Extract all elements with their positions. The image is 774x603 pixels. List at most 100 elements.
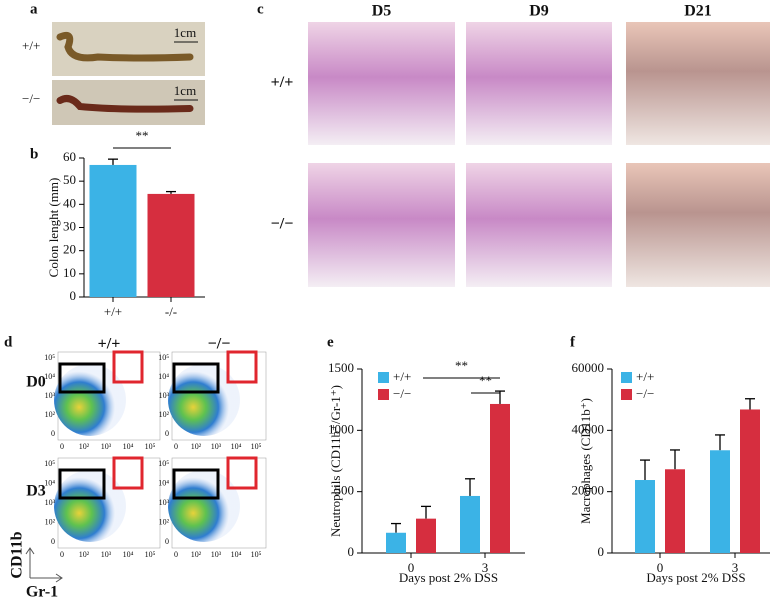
y-axis-title: Macrophages (CD11b⁺) (578, 398, 593, 524)
flow-x-tick: 10² (79, 550, 90, 559)
flow-y-tick: 10² (45, 517, 56, 526)
legend-swatch (378, 389, 389, 400)
y-axis-title: Colon lenght (mm) (46, 178, 61, 278)
legend-swatch (621, 372, 632, 383)
flow-y-tick: 0 (165, 537, 169, 546)
flow-x-tick: 10² (191, 550, 202, 559)
legend-swatch (621, 389, 632, 400)
x-tick-label: 3 (732, 560, 739, 575)
flow-y-tick: 10³ (159, 498, 170, 507)
legend-label: −/− (393, 386, 411, 401)
column-label: D5 (372, 3, 392, 20)
flow-y-tick: 10⁵ (158, 353, 169, 362)
flow-x-tick: 10⁴ (231, 550, 242, 559)
flow-x-tick: 10⁵ (251, 442, 262, 451)
legend-label: +/+ (393, 369, 411, 384)
bar (710, 450, 730, 553)
flow-y-tick: 0 (165, 429, 169, 438)
axis-label: CD11b (9, 531, 26, 578)
x-tick-label: -/- (165, 304, 177, 319)
flow-x-tick: 10² (79, 442, 90, 451)
panel-label: d (4, 334, 13, 350)
flow-x-tick: 10⁴ (231, 442, 242, 451)
gate-red (112, 350, 144, 384)
gate-black (58, 468, 106, 500)
scale-bar-label: 1cm (174, 25, 196, 40)
gate-red (226, 350, 258, 384)
flow-y-tick: 10² (159, 410, 170, 419)
flow-x-tick: 0 (174, 550, 178, 559)
histology-image (626, 163, 770, 287)
histology-image (308, 163, 455, 287)
flow-y-tick: 10⁵ (44, 459, 55, 468)
panel-label: f (570, 334, 576, 350)
y-tick-label: 1000 (328, 421, 354, 436)
flow-y-tick: 0 (51, 537, 55, 546)
flow-y-tick: 10³ (159, 391, 170, 400)
row-label: −/− (271, 216, 294, 233)
flow-y-tick: 10⁴ (44, 478, 55, 487)
flow-y-tick: 10⁴ (44, 372, 55, 381)
flow-x-tick: 0 (60, 442, 64, 451)
x-tick-label: 0 (657, 560, 664, 575)
bar (635, 480, 655, 553)
bar (490, 403, 510, 553)
flow-x-tick: 10⁴ (123, 550, 134, 559)
legend-label: +/+ (636, 369, 654, 384)
y-tick-label: 0 (348, 544, 355, 559)
x-axis-title: Days post 2% DSS (399, 570, 498, 585)
histology-image (466, 163, 612, 287)
panel-label: a (30, 1, 38, 17)
row-label: D3 (26, 483, 46, 500)
flow-y-tick: 10⁴ (158, 372, 169, 381)
y-axis-title: Neutrophils (CD11b⁺/Gr-1⁺) (328, 385, 343, 537)
bar (416, 518, 436, 553)
significance-label: ** (479, 373, 492, 388)
column-label: +/+ (98, 336, 121, 353)
density (54, 470, 126, 542)
gate-black (58, 362, 106, 394)
histology-image (308, 22, 455, 145)
flow-y-tick: 10³ (45, 391, 56, 400)
gate-black (172, 468, 220, 500)
bar (386, 532, 406, 553)
flow-y-tick: 10² (159, 517, 170, 526)
y-tick-label: 20 (63, 242, 76, 257)
x-tick-label: +/+ (104, 304, 122, 319)
panel-label: b (30, 146, 38, 162)
gate-red (226, 456, 258, 490)
axis-label: Gr-1 (26, 584, 58, 601)
histology-image (466, 22, 612, 145)
colon-photo (52, 22, 205, 76)
histology-image (626, 22, 770, 145)
flow-x-tick: 10⁵ (145, 550, 156, 559)
legend-label: −/− (636, 386, 654, 401)
y-tick-label: 40 (63, 195, 76, 210)
flow-y-tick: 10⁴ (158, 478, 169, 487)
x-tick-label: 3 (482, 560, 489, 575)
flow-y-tick: 10⁵ (44, 353, 55, 362)
y-tick-label: 60 (63, 149, 76, 164)
colon (56, 31, 194, 62)
flow-y-tick: 10² (45, 410, 56, 419)
bar (147, 193, 195, 297)
flow-x-tick: 10³ (211, 442, 222, 451)
flow-y-tick: 0 (51, 429, 55, 438)
column-label: D9 (529, 3, 549, 20)
y-tick-label: 30 (63, 218, 76, 233)
axis-arrow (25, 547, 63, 583)
scale-bar-label: 1cm (174, 83, 196, 98)
y-tick-label: 20000 (572, 483, 605, 498)
y-tick-label: 40000 (572, 421, 605, 436)
y-tick-label: 10 (63, 265, 76, 280)
significance-label: ** (136, 128, 149, 143)
gate-red (112, 456, 144, 490)
column-label: D21 (684, 3, 712, 20)
bar (89, 164, 137, 297)
flow-x-tick: 10⁵ (145, 442, 156, 451)
y-tick-label: 0 (70, 288, 77, 303)
legend-swatch (378, 372, 389, 383)
y-tick-label: 50 (63, 172, 76, 187)
bar (665, 469, 685, 553)
